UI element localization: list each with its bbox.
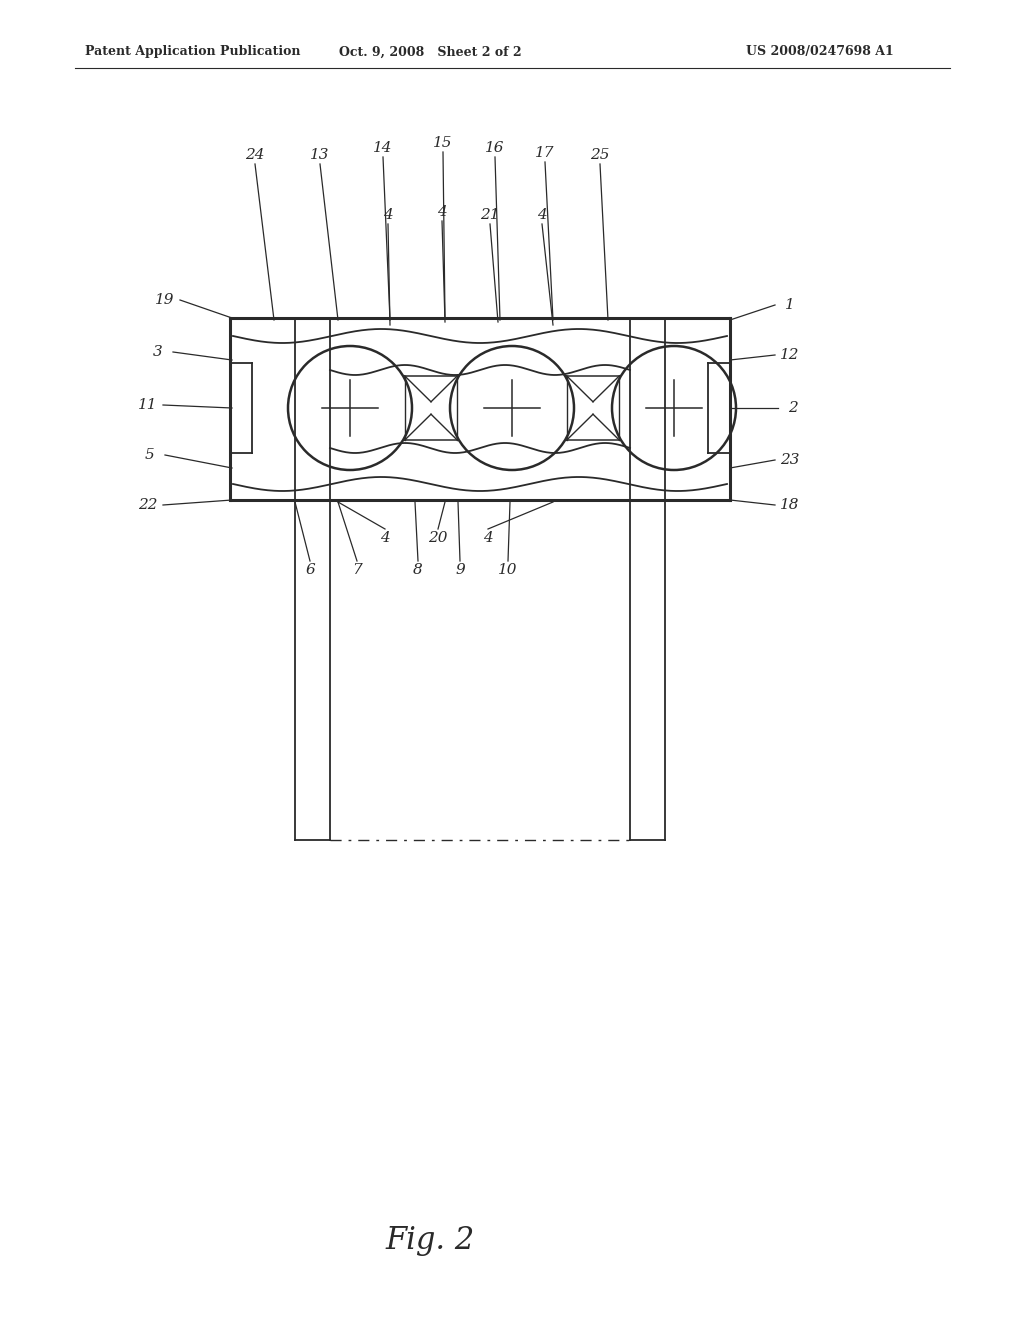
Text: Fig. 2: Fig. 2 [385,1225,475,1255]
Text: 4: 4 [380,531,390,545]
Text: 2: 2 [788,401,798,414]
Text: 3: 3 [154,345,163,359]
Text: 4: 4 [538,209,547,222]
Text: 14: 14 [374,141,393,154]
Text: 7: 7 [352,564,361,577]
Text: 20: 20 [428,531,447,545]
Text: 16: 16 [485,141,505,154]
Text: 17: 17 [536,147,555,160]
Text: Patent Application Publication: Patent Application Publication [85,45,300,58]
Text: 24: 24 [246,148,265,162]
Text: 5: 5 [145,447,155,462]
Text: 4: 4 [437,205,446,219]
Text: 11: 11 [138,399,158,412]
Circle shape [450,346,574,470]
Text: US 2008/0247698 A1: US 2008/0247698 A1 [746,45,894,58]
Text: 23: 23 [780,453,800,467]
Text: 10: 10 [499,564,518,577]
Text: 1: 1 [785,298,795,312]
Text: 4: 4 [383,209,393,222]
Text: 13: 13 [310,148,330,162]
Circle shape [288,346,412,470]
Text: 6: 6 [305,564,314,577]
Text: 18: 18 [780,498,800,512]
Circle shape [612,346,736,470]
Text: 4: 4 [483,531,493,545]
Text: 9: 9 [455,564,465,577]
Text: 22: 22 [138,498,158,512]
Text: 15: 15 [433,136,453,150]
Text: 8: 8 [413,564,423,577]
Text: 21: 21 [480,209,500,222]
Text: 19: 19 [156,293,175,308]
Text: 25: 25 [590,148,609,162]
Text: Oct. 9, 2008   Sheet 2 of 2: Oct. 9, 2008 Sheet 2 of 2 [339,45,521,58]
Text: 12: 12 [780,348,800,362]
